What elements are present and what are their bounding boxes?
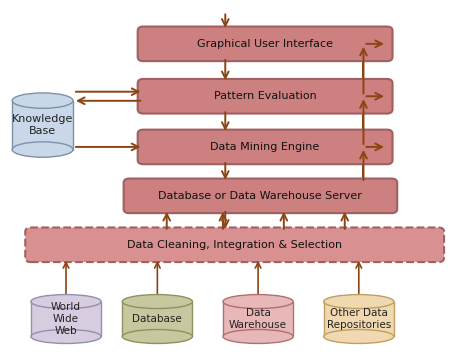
Ellipse shape bbox=[12, 93, 73, 108]
Ellipse shape bbox=[223, 295, 293, 308]
FancyBboxPatch shape bbox=[137, 79, 392, 114]
Text: Data Mining Engine: Data Mining Engine bbox=[210, 142, 320, 152]
Bar bbox=[223, 301, 293, 337]
FancyBboxPatch shape bbox=[25, 228, 444, 262]
Text: Database or Data Warehouse Server: Database or Data Warehouse Server bbox=[158, 191, 362, 201]
Text: Database: Database bbox=[133, 314, 182, 324]
Bar bbox=[31, 301, 101, 337]
Ellipse shape bbox=[122, 329, 192, 344]
Bar bbox=[122, 301, 192, 337]
Ellipse shape bbox=[324, 329, 394, 344]
Text: World
Wide
Web: World Wide Web bbox=[51, 302, 81, 335]
Text: Knowledge
Base: Knowledge Base bbox=[12, 114, 73, 136]
Text: Other Data
Repositories: Other Data Repositories bbox=[327, 308, 391, 330]
Ellipse shape bbox=[31, 295, 101, 308]
Ellipse shape bbox=[12, 142, 73, 157]
FancyBboxPatch shape bbox=[124, 179, 397, 213]
Ellipse shape bbox=[324, 295, 394, 308]
Ellipse shape bbox=[31, 329, 101, 344]
Ellipse shape bbox=[122, 295, 192, 308]
Bar bbox=[324, 301, 394, 337]
Text: Pattern Evaluation: Pattern Evaluation bbox=[214, 91, 317, 101]
FancyBboxPatch shape bbox=[137, 130, 392, 164]
FancyBboxPatch shape bbox=[137, 27, 392, 61]
Text: Data
Warehouse: Data Warehouse bbox=[229, 308, 287, 330]
Bar bbox=[12, 100, 73, 149]
Text: Graphical User Interface: Graphical User Interface bbox=[197, 39, 333, 49]
Text: Data Cleaning, Integration & Selection: Data Cleaning, Integration & Selection bbox=[127, 240, 342, 250]
Ellipse shape bbox=[223, 329, 293, 344]
